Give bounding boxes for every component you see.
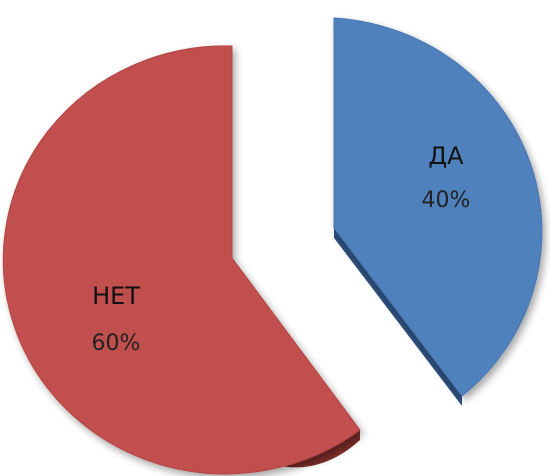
slice-net-label: НЕТ <box>92 282 140 310</box>
slice-da-value: 40% <box>422 188 471 213</box>
slice-net-value: 60% <box>92 331 141 356</box>
slice-da-side <box>334 228 462 406</box>
slice-da-group: ДА 40% <box>333 17 543 406</box>
slice-net-group: НЕТ 60% <box>2 45 361 475</box>
slice-net <box>2 45 361 475</box>
slice-da <box>333 17 543 397</box>
slice-da-label: ДА <box>428 142 464 170</box>
